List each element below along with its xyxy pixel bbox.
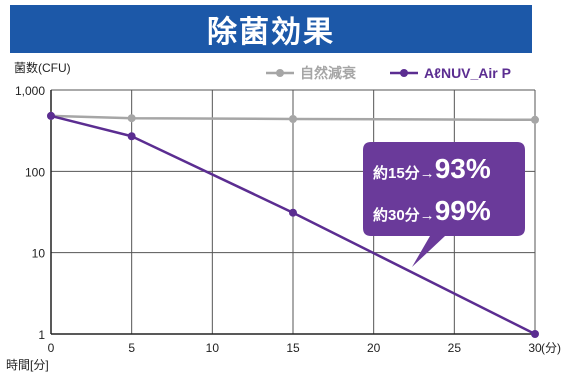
x-tick-label: 15 bbox=[286, 341, 300, 355]
legend-natural-marker bbox=[276, 69, 284, 77]
annotation-prefix: 約15分→ bbox=[373, 164, 435, 182]
annotation-text: 約30分→99% bbox=[373, 195, 491, 226]
data-point-product bbox=[531, 330, 539, 338]
x-tick-label: 0 bbox=[48, 341, 55, 355]
x-tick-label: 30 bbox=[528, 341, 542, 355]
y-tick-label: 1,000 bbox=[15, 84, 45, 98]
data-point-product bbox=[47, 111, 55, 120]
data-point-natural bbox=[127, 114, 136, 123]
x-tick-label: 25 bbox=[448, 341, 462, 355]
chart-title-banner: 除菌効果 bbox=[10, 5, 532, 53]
data-point-natural bbox=[531, 115, 539, 124]
data-point-product bbox=[289, 208, 297, 217]
annotation-value: 93% bbox=[435, 153, 491, 184]
y-tick-label: 1 bbox=[38, 328, 45, 342]
data-point-natural bbox=[289, 114, 297, 123]
legend-product-marker bbox=[400, 69, 408, 77]
x-tick-label: 5 bbox=[128, 341, 135, 355]
x-tick-label: 10 bbox=[206, 341, 220, 355]
y-tick-label: 10 bbox=[32, 247, 46, 261]
legend-natural-label: 自然減衰 bbox=[300, 65, 357, 81]
y-axis-label: 菌数(CFU) bbox=[14, 60, 71, 75]
annotation-prefix: 約30分→ bbox=[373, 206, 435, 224]
annotation-text: 約15分→93% bbox=[373, 153, 491, 184]
x-tick-label: 20 bbox=[367, 341, 381, 355]
series-line-natural bbox=[50, 114, 536, 122]
y-tick-label: 100 bbox=[25, 165, 45, 179]
annotation-callout bbox=[363, 142, 525, 267]
chart-title: 除菌効果 bbox=[207, 15, 335, 50]
x-axis-label: 時間[分] bbox=[6, 358, 49, 372]
annotation-value: 99% bbox=[435, 195, 491, 226]
x-unit-label: (分) bbox=[541, 341, 561, 355]
series-line-product bbox=[50, 114, 536, 336]
data-point-product bbox=[127, 132, 136, 141]
legend-product-label: AℓNUV_Air P bbox=[424, 65, 511, 81]
